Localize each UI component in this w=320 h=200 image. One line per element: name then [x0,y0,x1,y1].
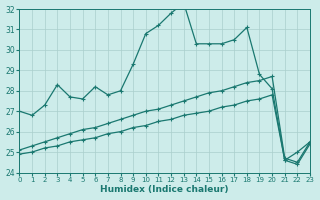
X-axis label: Humidex (Indice chaleur): Humidex (Indice chaleur) [100,185,229,194]
